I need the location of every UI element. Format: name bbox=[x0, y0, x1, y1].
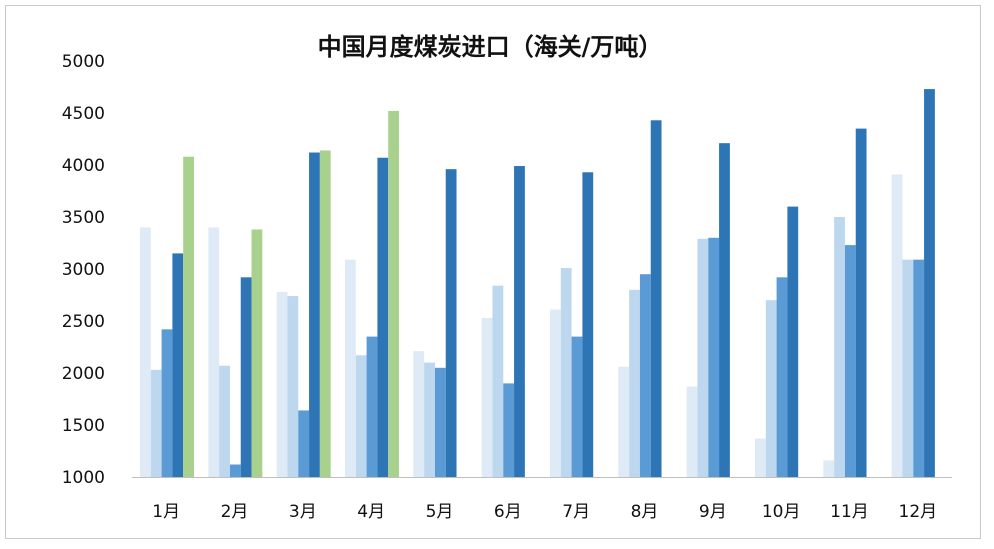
bar bbox=[434, 367, 446, 477]
bar bbox=[492, 285, 504, 477]
x-category-label: 7月 bbox=[562, 502, 590, 522]
bar bbox=[172, 253, 184, 477]
y-tick-label: 4000 bbox=[62, 156, 105, 176]
bar bbox=[251, 229, 263, 477]
x-category-label: 5月 bbox=[426, 502, 454, 522]
y-tick-label: 1000 bbox=[62, 468, 105, 488]
bar bbox=[697, 238, 709, 477]
bar bbox=[377, 157, 389, 477]
bar bbox=[639, 274, 651, 477]
bar bbox=[844, 245, 856, 477]
bar bbox=[319, 150, 331, 477]
bar bbox=[924, 89, 935, 477]
bar bbox=[719, 143, 730, 477]
bar bbox=[514, 166, 525, 478]
bar bbox=[240, 277, 252, 477]
y-axis-ticks: 1000 1500 2000 2500 3000 3500 4000 4500 5000 bbox=[62, 52, 105, 488]
bar bbox=[571, 336, 583, 477]
bar bbox=[219, 365, 230, 477]
y-tick-label: 3000 bbox=[62, 260, 105, 280]
bar bbox=[765, 300, 777, 477]
x-category-label: 8月 bbox=[631, 502, 659, 522]
bar bbox=[755, 438, 766, 477]
bar bbox=[708, 237, 720, 477]
x-category-label: 4月 bbox=[357, 502, 385, 522]
bar bbox=[776, 277, 788, 477]
bar bbox=[550, 309, 561, 477]
bar bbox=[481, 317, 493, 477]
bar bbox=[503, 383, 515, 477]
bar bbox=[629, 289, 640, 477]
x-category-label: 10月 bbox=[762, 502, 801, 522]
bar bbox=[618, 366, 630, 477]
bar bbox=[424, 362, 435, 477]
bar bbox=[650, 120, 662, 477]
bar bbox=[445, 169, 457, 477]
x-category-label: 1月 bbox=[152, 502, 180, 522]
x-category-label: 2月 bbox=[221, 502, 249, 522]
bar bbox=[902, 259, 914, 477]
bar bbox=[276, 291, 288, 477]
bar bbox=[855, 128, 867, 477]
bar bbox=[413, 351, 425, 477]
bar bbox=[388, 110, 399, 478]
y-tick-label: 5000 bbox=[62, 52, 105, 72]
y-tick-label: 2500 bbox=[62, 312, 105, 332]
x-axis-labels: 1月 2月 3月 4月 5月 6月 7月 8月 9月 10月 11月 12月 bbox=[152, 502, 937, 522]
bar bbox=[560, 267, 572, 477]
bar bbox=[161, 329, 173, 477]
bar bbox=[287, 296, 299, 477]
bar bbox=[229, 464, 241, 477]
bar bbox=[366, 336, 378, 477]
bar bbox=[150, 369, 162, 477]
y-tick-label: 4500 bbox=[62, 104, 105, 124]
bar bbox=[913, 259, 925, 477]
bar bbox=[686, 386, 698, 477]
bar bbox=[891, 174, 903, 478]
bar bbox=[208, 227, 220, 477]
bar bbox=[582, 172, 594, 477]
bar bbox=[823, 460, 835, 477]
x-category-label: 9月 bbox=[699, 502, 727, 522]
bar bbox=[787, 206, 799, 477]
chart-title: 中国月度煤炭进口（海关/万吨） bbox=[318, 33, 663, 61]
bar bbox=[345, 259, 356, 477]
x-category-label: 3月 bbox=[289, 502, 317, 522]
x-category-label: 11月 bbox=[830, 502, 869, 522]
x-category-label: 12月 bbox=[899, 502, 938, 522]
bars bbox=[140, 89, 935, 478]
x-category-label: 6月 bbox=[494, 502, 522, 522]
y-tick-label: 1500 bbox=[62, 416, 105, 436]
bar bbox=[298, 410, 310, 477]
bar bbox=[309, 152, 320, 477]
y-tick-label: 3500 bbox=[62, 208, 105, 228]
bar bbox=[355, 355, 367, 477]
y-tick-label: 2000 bbox=[62, 364, 105, 384]
bar bbox=[183, 156, 194, 477]
bar bbox=[834, 217, 845, 477]
bar bbox=[140, 227, 151, 477]
